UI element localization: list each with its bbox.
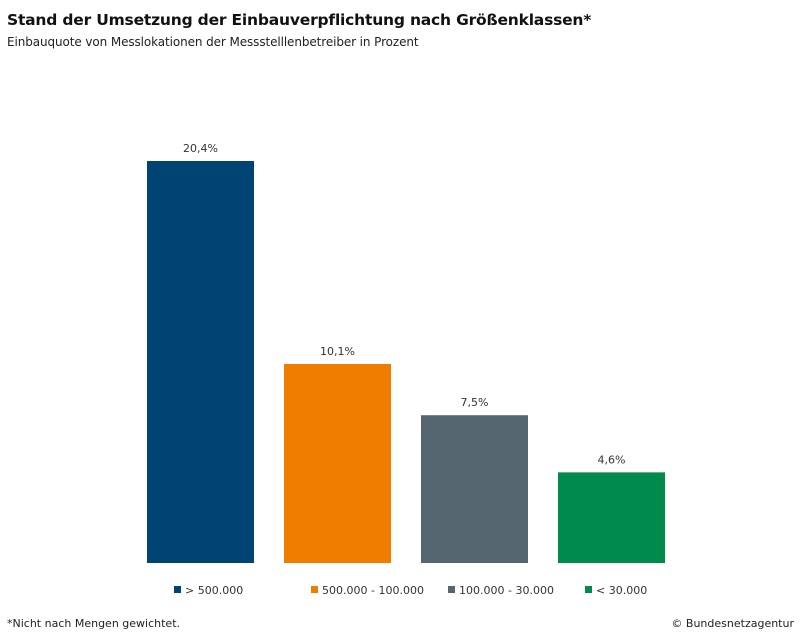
legend-swatch-3 — [448, 586, 455, 593]
bar-1 — [147, 161, 254, 563]
chart-subtitle: Einbauquote von Messlokationen der Messs… — [7, 35, 419, 49]
data-label-1: 20,4% — [183, 142, 218, 155]
legend-label-2: 500.000 - 100.000 — [322, 584, 424, 597]
legend-label-1: > 500.000 — [185, 584, 243, 597]
footnote: *Nicht nach Mengen gewichtet. — [7, 617, 181, 630]
bar-3 — [421, 415, 528, 563]
data-label-2: 10,1% — [320, 345, 355, 358]
data-label-4: 4,6% — [598, 453, 626, 466]
chart-title: Stand der Umsetzung der Einbauverpflicht… — [7, 11, 592, 29]
data-label-3: 7,5% — [461, 396, 489, 409]
bar-4 — [558, 472, 665, 563]
copyright: © Bundesnetzagentur — [671, 617, 794, 630]
bar-2 — [284, 363, 391, 563]
legend-label-3: 100.000 - 30.000 — [459, 584, 554, 597]
legend-swatch-2 — [311, 586, 318, 593]
legend-swatch-4 — [585, 586, 592, 593]
legend-swatch-1 — [174, 586, 181, 593]
legend-label-4: < 30.000 — [596, 584, 647, 597]
